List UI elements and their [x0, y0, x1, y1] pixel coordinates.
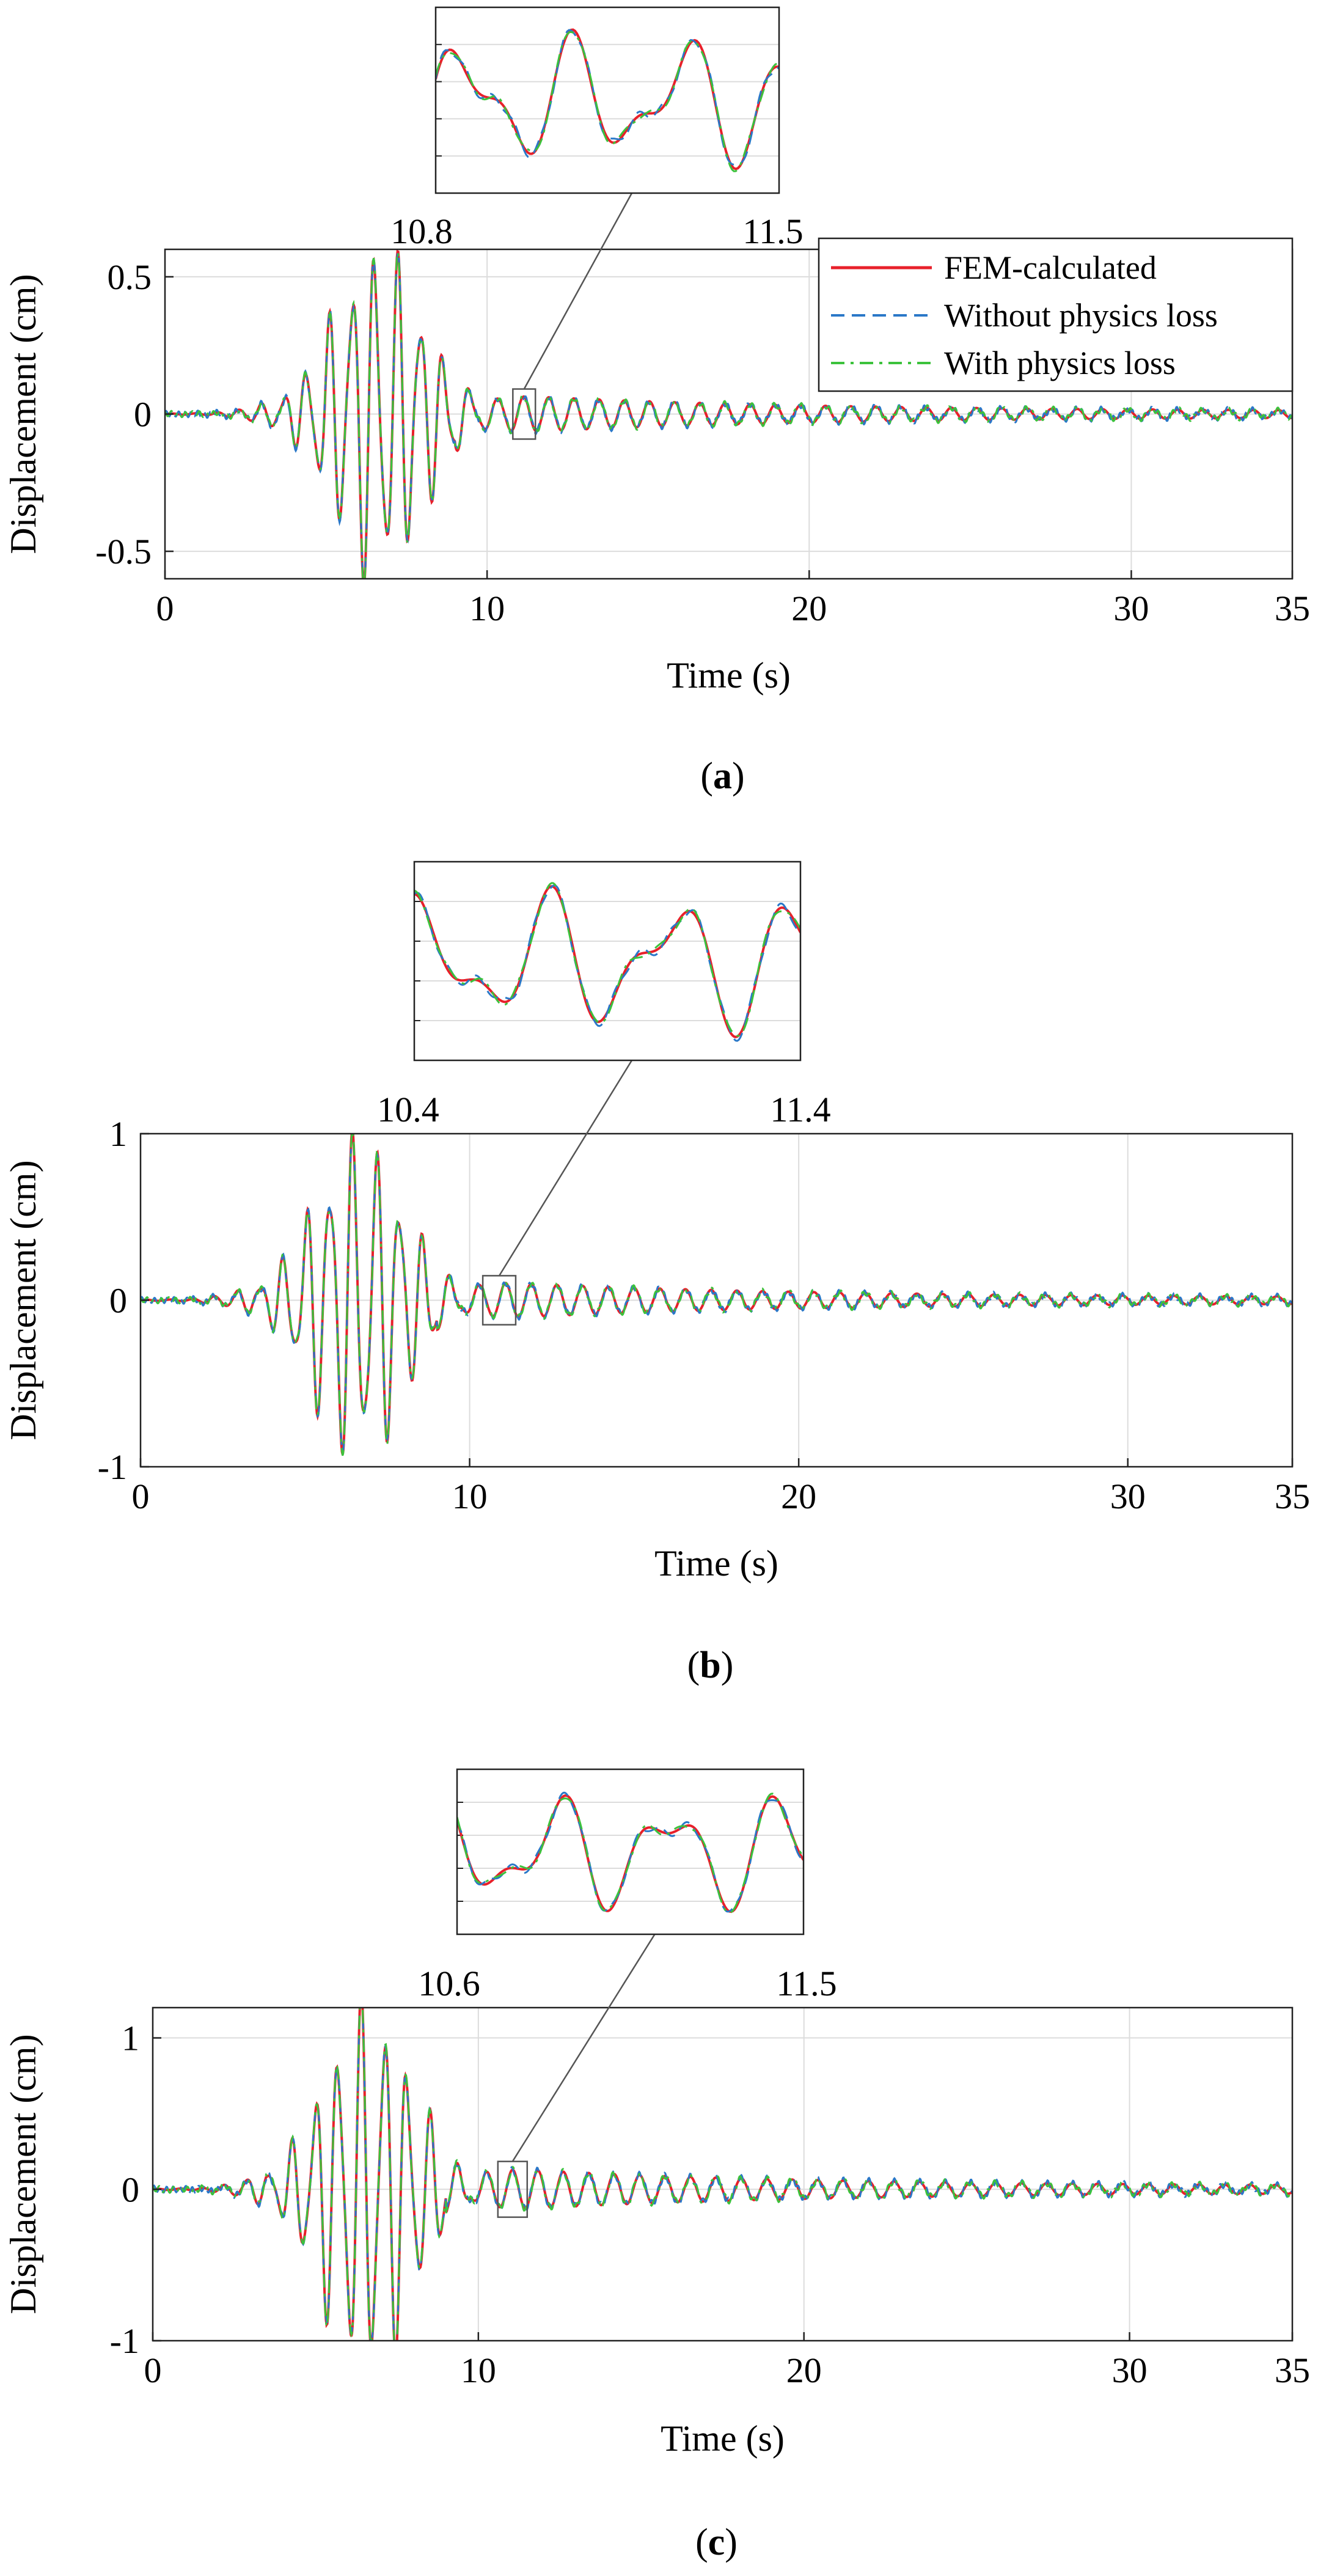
inset-background: [414, 862, 800, 1060]
inset-box: [434, 6, 780, 194]
zoom-connector: [511, 1934, 656, 2162]
inset-tick-label-start: 10.4: [377, 1090, 439, 1129]
panel-label-open: (: [687, 1645, 700, 1686]
series-line-without-physics-loss: [153, 2008, 1292, 2341]
x-tick-label: 20: [786, 2350, 822, 2390]
x-tick-label: 35: [1275, 2350, 1310, 2390]
inset-tick-label-end: 11.5: [742, 211, 803, 251]
inset-tick-label-end: 11.4: [770, 1090, 830, 1129]
inset-box: [413, 861, 802, 1062]
inset-series-line: [436, 31, 779, 172]
x-axis-title: Time (s): [654, 1543, 778, 1583]
inset-series-line: [414, 882, 800, 1037]
x-tick-label: 30: [1112, 2350, 1148, 2390]
inset-series-line: [457, 1793, 804, 1914]
inset-series-line: [457, 1791, 804, 1913]
panel-label: (c): [695, 2522, 738, 2563]
inset-tick-label-end: 11.5: [776, 1964, 837, 2003]
panel-label-open: (: [700, 755, 713, 797]
inset-tick-label-start: 10.6: [418, 1964, 480, 2003]
x-tick-label: 30: [1110, 1477, 1146, 1516]
y-tick-label: 0.5: [108, 257, 152, 297]
x-tick-label: 35: [1275, 589, 1310, 628]
legend-label: With physics loss: [944, 345, 1176, 381]
y-tick-label: 0: [109, 1281, 127, 1321]
series-line-fem-calculated: [153, 2008, 1292, 2341]
panel-label-close: ): [732, 755, 745, 797]
panel-label-close: ): [725, 2522, 738, 2563]
series-line-with-physics-loss: [141, 1134, 1292, 1456]
inset-tick-label-start: 10.8: [390, 211, 453, 251]
zoom-connector: [523, 193, 633, 390]
inset-background: [457, 1769, 804, 1934]
y-axis-title: Displacement (cm): [3, 274, 43, 554]
inset-background: [436, 7, 779, 193]
inset-panel: 10.4 11.4: [377, 861, 831, 1129]
inset-panel: 10.6 11.5: [418, 1768, 837, 2003]
series-line-fem-calculated: [141, 1134, 1292, 1455]
panel-label-letter: c: [708, 2522, 725, 2563]
y-tick-label: -1: [98, 1447, 127, 1487]
series-line-with-physics-loss: [165, 249, 1292, 579]
panel-label-close: ): [721, 1645, 734, 1686]
panel-label: (b): [687, 1645, 734, 1686]
x-tick-label: 0: [144, 2350, 162, 2390]
x-axis-title: Time (s): [667, 655, 791, 695]
legend-label: Without physics loss: [944, 297, 1218, 334]
x-axis-title: Time (s): [661, 2418, 785, 2459]
inset-series-line: [436, 29, 779, 166]
x-tick-label: 35: [1275, 1477, 1310, 1516]
y-tick-label: 0: [134, 395, 152, 435]
x-tick-label: 20: [791, 589, 827, 628]
x-tick-label: 30: [1113, 589, 1149, 628]
y-tick-label: -0.5: [95, 532, 152, 571]
panel-label-letter: a: [713, 755, 732, 797]
axes-box: [152, 2006, 1294, 2342]
inset-box: [456, 1768, 805, 1936]
y-axis-title: Displacement (cm): [3, 1160, 43, 1440]
y-tick-label: 1: [122, 2019, 139, 2058]
zoom-connector: [498, 1060, 633, 1277]
panel-label-letter: b: [700, 1645, 720, 1686]
panel-label-open: (: [695, 2522, 708, 2563]
inset-series-line: [414, 884, 800, 1042]
y-tick-label: 0: [122, 2170, 139, 2209]
y-tick-label: 1: [109, 1114, 127, 1154]
x-tick-label: 0: [132, 1477, 150, 1516]
series-line-with-physics-loss: [153, 2008, 1292, 2341]
inset-panel: 10.8 11.5: [390, 6, 804, 251]
x-tick-label: 10: [461, 2350, 496, 2390]
legend: FEM-calculated Without physics loss With p…: [818, 237, 1294, 392]
x-tick-label: 10: [469, 589, 505, 628]
y-axis-title: Displacement (cm): [3, 2034, 43, 2314]
x-tick-label: 20: [781, 1477, 816, 1516]
panel-label: (a): [700, 755, 744, 797]
x-tick-label: 0: [156, 589, 174, 628]
legend-label: FEM-calculated: [944, 249, 1157, 286]
y-tick-label: -1: [110, 2321, 139, 2361]
x-tick-label: 10: [452, 1477, 488, 1516]
